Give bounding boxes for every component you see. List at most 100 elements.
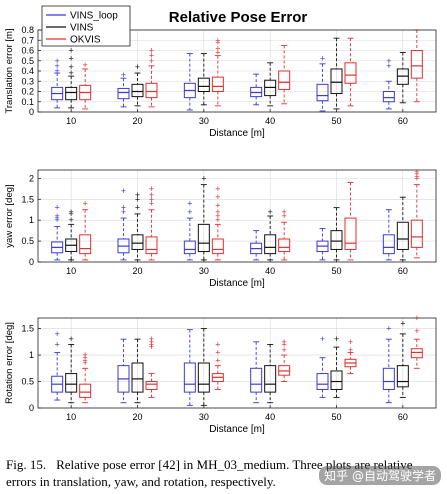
- outlier-marker: +: [215, 201, 220, 211]
- outlier-marker: +: [282, 211, 287, 221]
- outlier-marker: +: [348, 337, 353, 347]
- box-iqr: [382, 91, 395, 103]
- box-iqr: [79, 234, 92, 255]
- x-tick-label: 20: [132, 412, 142, 422]
- box-iqr: [197, 362, 210, 393]
- y-tick-label: 0.5: [21, 236, 34, 246]
- x-axis-label: Distance [m]: [209, 424, 265, 435]
- outlier-marker: +: [149, 198, 154, 208]
- outlier-marker: +: [55, 339, 60, 349]
- outlier-marker: +: [69, 62, 74, 72]
- outlier-marker: +: [215, 339, 220, 349]
- outlier-marker: +: [55, 56, 60, 66]
- outlier-marker: +: [83, 358, 88, 368]
- outlier-marker: +: [386, 61, 391, 71]
- outlier-marker: +: [55, 211, 60, 221]
- outlier-marker: +: [268, 207, 273, 217]
- box-iqr: [117, 87, 130, 100]
- outlier-marker: +: [55, 215, 60, 225]
- box-vins_loop-50: +: [316, 54, 329, 112]
- outlier-marker: +: [121, 70, 126, 80]
- box-vins-50: [330, 37, 343, 110]
- box-okvis-40: +++: [278, 337, 291, 382]
- outlier-marker: +: [282, 207, 287, 217]
- box-vins_loop-60: +: [382, 324, 395, 404]
- outlier-marker: +: [55, 66, 60, 76]
- x-tick-label: 50: [331, 116, 341, 126]
- y-tick-label: 1: [29, 350, 34, 360]
- box-okvis-10: +: [79, 60, 92, 110]
- outlier-marker: +: [414, 167, 419, 177]
- box-vins_loop-20: +: [117, 70, 130, 108]
- outlier-marker: +: [215, 35, 220, 45]
- outlier-marker: +: [386, 324, 391, 334]
- box-okvis-50: [344, 182, 357, 261]
- outlier-marker: +: [215, 43, 220, 53]
- box-okvis-30: ++++: [211, 35, 224, 107]
- x-tick-label: 40: [265, 116, 275, 126]
- outlier-marker: +: [69, 334, 74, 344]
- figure-title: Relative Pose Error: [169, 9, 308, 26]
- box-iqr: [316, 373, 329, 390]
- x-tick-label: 40: [265, 266, 275, 276]
- x-tick-label: 20: [132, 266, 142, 276]
- box-iqr: [278, 70, 291, 90]
- outlier-marker: +: [121, 186, 126, 196]
- outlier-marker: +: [282, 337, 287, 347]
- box-okvis-40: ++: [278, 207, 291, 261]
- x-tick-label: 50: [331, 412, 341, 422]
- outlier-marker: +: [386, 56, 391, 66]
- box-vins-40: +: [264, 207, 277, 261]
- outlier-marker: +: [55, 329, 60, 339]
- box-iqr: [410, 219, 423, 248]
- box-iqr: [131, 83, 144, 98]
- outlier-marker: +: [149, 334, 154, 344]
- box-vins-20: +: [131, 62, 144, 107]
- box-vins-30: [197, 53, 210, 106]
- outlier-marker: +: [83, 60, 88, 70]
- box-vins-20: [131, 338, 144, 404]
- outlier-marker: +: [149, 56, 154, 66]
- outlier-marker: +: [320, 54, 325, 64]
- outlier-marker: +: [215, 355, 220, 365]
- box-iqr: [197, 77, 210, 93]
- outlier-marker: +: [55, 213, 60, 223]
- box-okvis-50: ++: [344, 337, 357, 375]
- chart-panel-3: +++++ ++++++++++++++++++++00.511.510 20 30 4…: [4, 313, 437, 435]
- y-tick-label: 0.5: [21, 56, 34, 66]
- x-tick-label: 30: [199, 116, 209, 126]
- outlier-marker: +: [215, 207, 220, 217]
- y-tick-label: 2: [29, 173, 34, 183]
- outlier-marker: +: [69, 207, 74, 217]
- outlier-marker: +: [215, 192, 220, 202]
- chart-panel-1: +++++++++++++++++++++00.10.20.30.40.50.6…: [4, 5, 437, 139]
- relative-pose-error-figure: Relative Pose Error +++++++++++++ +++ ++++…: [4, 5, 437, 435]
- box-vins_loop-30: [183, 329, 196, 406]
- box-vins_loop-30: ++: [183, 198, 196, 261]
- outlier-marker: +: [414, 173, 419, 183]
- box-vins-40: [264, 62, 277, 107]
- box-vins_loop-40: [250, 230, 263, 261]
- caption-label: Fig. 15.: [6, 457, 47, 472]
- box-vins_loop-10: ++: [51, 329, 64, 401]
- outlier-marker: +: [149, 190, 154, 200]
- x-tick-label: 60: [398, 412, 408, 422]
- box-vins-60: [396, 52, 409, 104]
- box-okvis-30: +++: [211, 339, 224, 390]
- outlier-marker: +: [149, 339, 154, 349]
- box-iqr: [65, 373, 78, 393]
- box-vins_loop-20: +++: [117, 186, 130, 261]
- box-vins-40: [264, 344, 277, 404]
- outlier-marker: +: [69, 215, 74, 225]
- outlier-marker: +: [282, 339, 287, 349]
- box-vins_loop-60: [382, 209, 395, 261]
- legend-entry: OKVIS: [70, 35, 101, 46]
- box-iqr: [131, 234, 144, 250]
- outlier-marker: +: [149, 337, 154, 347]
- y-tick-label: 0.6: [21, 46, 34, 56]
- x-tick-label: 30: [199, 412, 209, 422]
- x-axis-label: Distance [m]: [209, 278, 265, 289]
- outlier-marker: +: [69, 46, 74, 56]
- outlier-marker: +: [149, 46, 154, 56]
